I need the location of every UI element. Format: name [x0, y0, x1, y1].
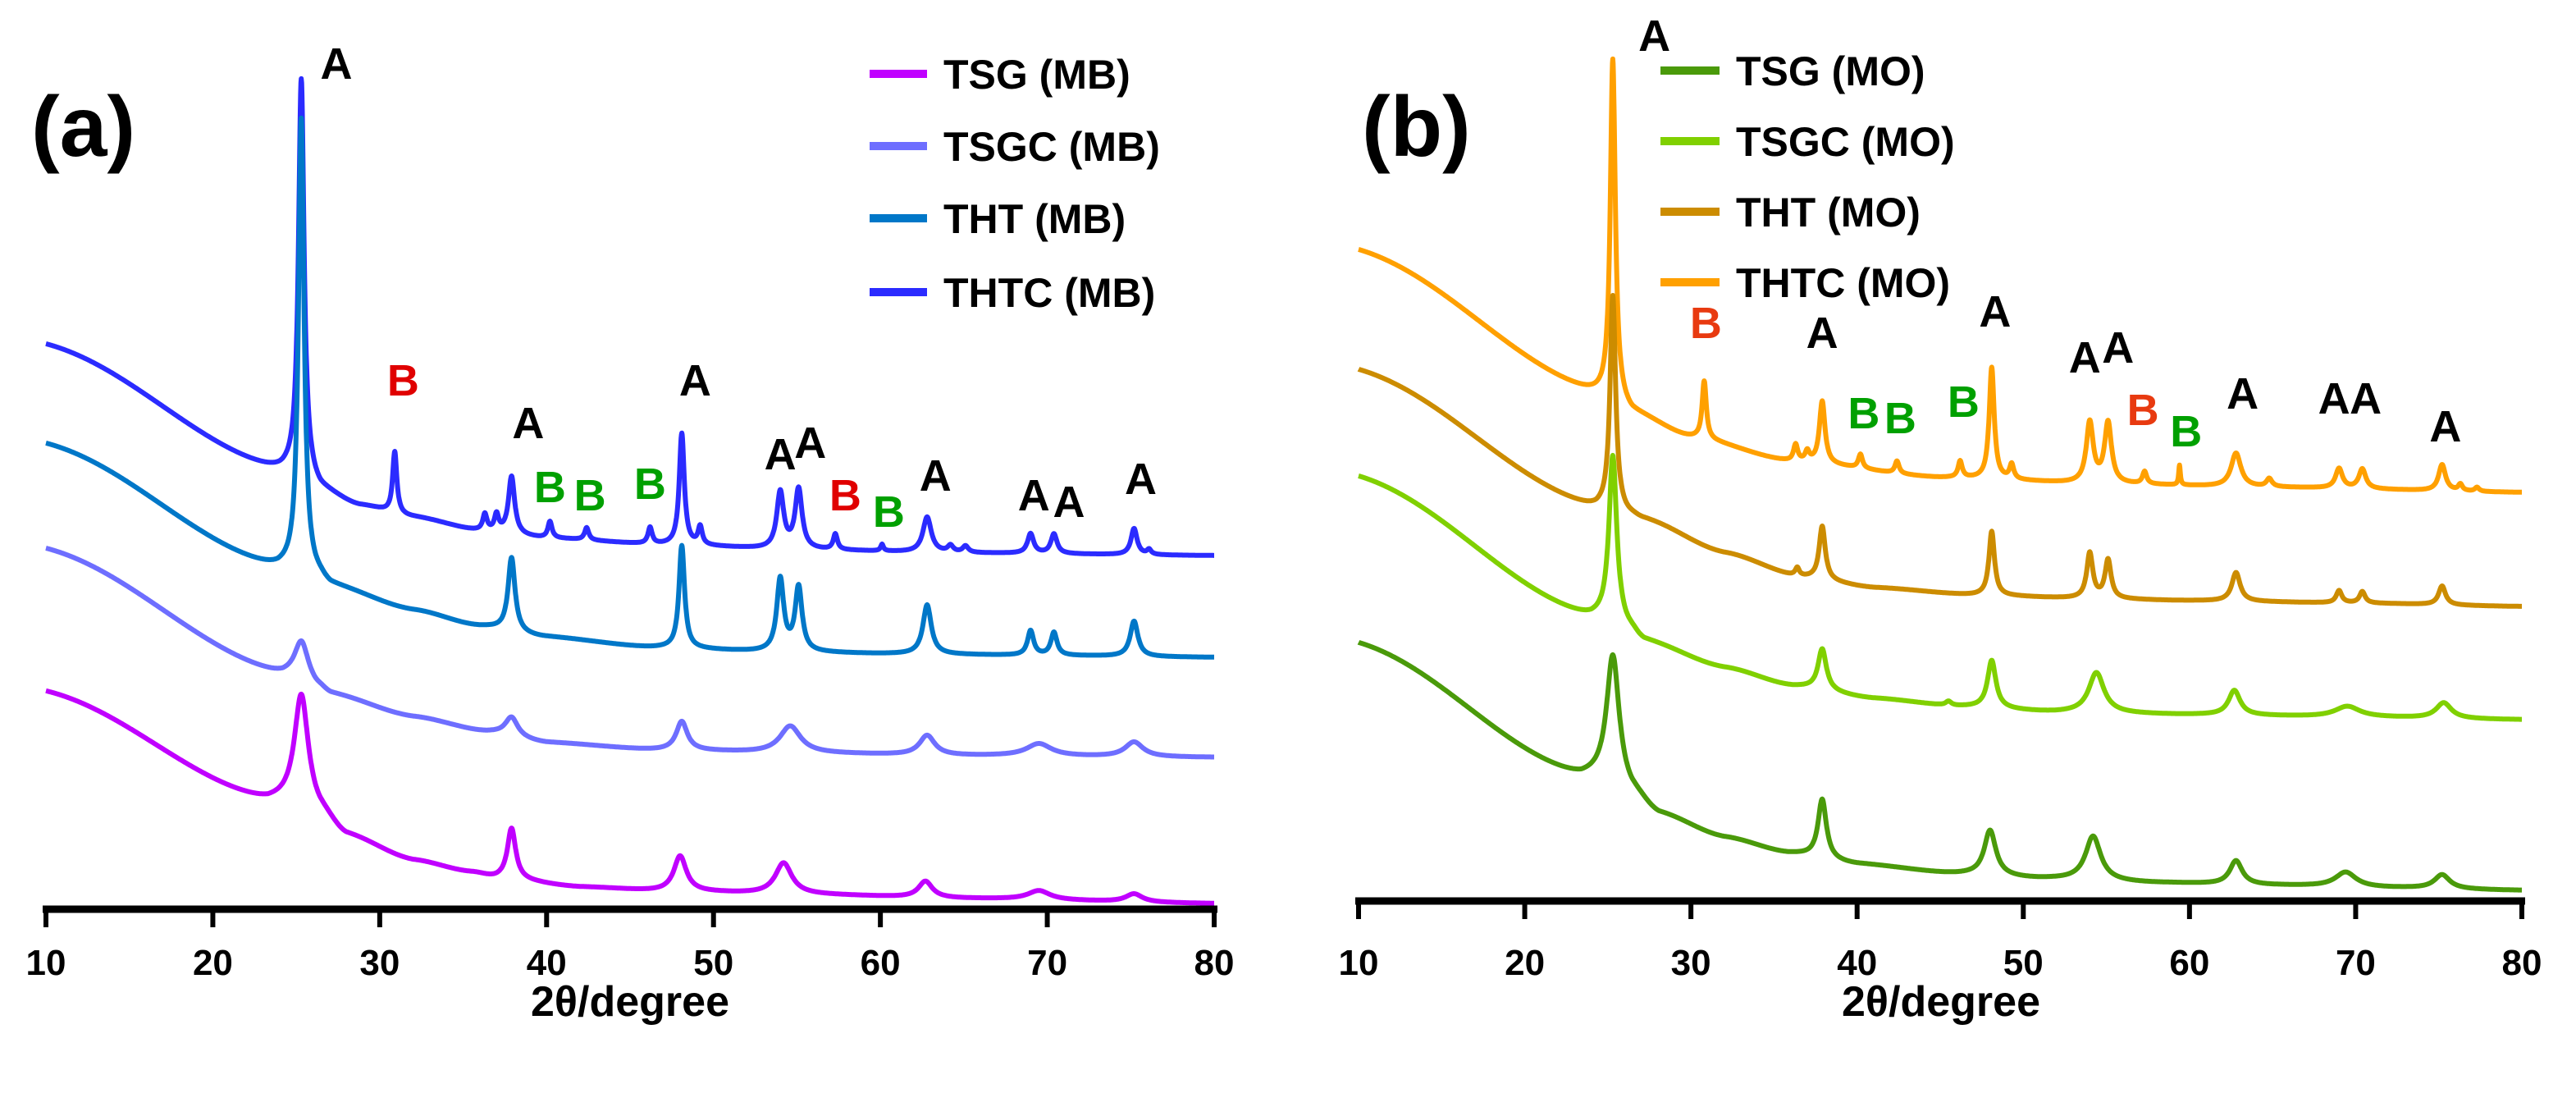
legend-label: TSG (MB)	[943, 52, 1130, 98]
series-line-tht-mb	[43, 115, 1217, 660]
peak-label-b: B	[574, 471, 606, 520]
legend-label: THT (MO)	[1736, 190, 1921, 236]
peak-label-a: A	[1979, 287, 2011, 336]
x-tick-label: 20	[1505, 943, 1545, 983]
peak-label-a: A	[2102, 323, 2134, 373]
peak-label-a: A	[679, 356, 711, 405]
x-tick-label: 50	[2003, 943, 2044, 983]
x-tick-label: 10	[26, 943, 66, 983]
series-line-thtc-mb	[43, 75, 1217, 558]
peak-label-a: A	[1806, 309, 1838, 358]
series-line-tsg-mo	[1356, 640, 2524, 893]
legend-item: THTC (MO)	[1660, 260, 1950, 306]
panel-b-x-axis-title: 2θ/degree	[1842, 978, 2040, 1026]
peak-label-a: A	[794, 418, 826, 468]
panel-label-b: (b)	[1362, 80, 1471, 175]
panel-a-curves	[43, 75, 1217, 906]
legend-item: TSG (MO)	[1660, 48, 1925, 94]
peak-label-b: B	[534, 463, 566, 512]
peak-label-a: A	[1018, 471, 1050, 520]
x-tick-label: 80	[1194, 943, 1235, 983]
peak-label-b: B	[1948, 377, 1980, 427]
panel-a-x-axis-title: 2θ/degree	[531, 978, 729, 1026]
x-tick-label: 20	[193, 943, 233, 983]
peak-label-b: B	[2170, 407, 2202, 456]
legend-label: TSGC (MO)	[1736, 119, 1955, 165]
series-line-tht-mo	[1356, 293, 2524, 609]
x-tick-label: 60	[2169, 943, 2209, 983]
x-tick-label: 70	[1027, 943, 1067, 983]
legend-item: THTC (MB)	[870, 270, 1155, 316]
peak-label-b: B	[1884, 394, 1916, 443]
peak-label-a: A	[1638, 11, 1670, 61]
panel-a-legend: TSG (MB) TSGC (MB) THT (MB) THTC (MB)	[870, 52, 1160, 316]
series-line-tsg-mb	[43, 688, 1217, 906]
x-tick-label: 80	[2502, 943, 2542, 983]
legend-item: THT (MB)	[870, 196, 1126, 242]
legend-label: THT (MB)	[943, 196, 1126, 242]
x-tick-label: 40	[527, 943, 567, 983]
x-tick-label: 30	[359, 943, 400, 983]
peak-label-a: A	[1125, 455, 1157, 504]
peak-label-b: B	[634, 460, 666, 509]
peak-label-a: A	[2069, 333, 2101, 382]
legend-label: TSG (MO)	[1736, 48, 1925, 94]
series-line-thtc-mo	[1356, 56, 2524, 495]
legend-label: THTC (MO)	[1736, 260, 1950, 306]
legend-label: THTC (MB)	[943, 270, 1155, 316]
peak-label-a: A	[512, 399, 544, 448]
panel-b: AB AB B BAA AB BA A AA 10 20 30 40 50 60 70 80 (b) 2θ/…	[1339, 11, 2542, 1026]
x-tick-label: 40	[1837, 943, 1877, 983]
peak-label-a: A	[1053, 478, 1085, 527]
peak-label-a: A	[2429, 402, 2461, 451]
x-tick-label: 30	[1671, 943, 1711, 983]
peak-label-b: B	[829, 471, 861, 520]
peak-label-a: A	[2350, 374, 2382, 423]
series-line-tsgc-mo	[1356, 452, 2524, 722]
peak-label-b: B	[1690, 299, 1722, 348]
peak-label-b: B	[387, 356, 419, 405]
peak-label-a: A	[2318, 374, 2350, 423]
peak-label-b: B	[873, 487, 905, 537]
peak-label-a: A	[2227, 369, 2259, 418]
x-tick-label: 70	[2336, 943, 2376, 983]
panel-b-x-axis: 10 20 30 40 50 60 70 80	[1339, 897, 2542, 983]
legend-item: TSGC (MO)	[1660, 119, 1955, 165]
panel-label-a: (a)	[31, 80, 135, 175]
x-tick-label: 10	[1339, 943, 1379, 983]
legend-item: TSG (MB)	[870, 52, 1130, 98]
panel-a-x-axis: 10 20 30 40 50 60 70 80	[26, 905, 1235, 983]
x-tick-label: 50	[693, 943, 733, 983]
legend-label: TSGC (MB)	[943, 124, 1160, 170]
panel-b-curves	[1356, 56, 2524, 893]
peak-label-b: B	[1848, 389, 1879, 438]
x-tick-label: 60	[861, 943, 901, 983]
peak-label-a: A	[920, 451, 952, 501]
legend-item: THT (MO)	[1660, 190, 1921, 236]
panel-b-peak-labels: AB AB B BAA AB BA A AA	[1638, 11, 2461, 456]
series-line-tsgc-mb	[43, 545, 1217, 760]
legend-item: TSGC (MB)	[870, 124, 1160, 170]
peak-label-a: A	[320, 39, 352, 89]
peak-label-a: A	[765, 430, 797, 479]
panel-b-legend: TSG (MO) TSGC (MO) THT (MO) THTC (MO)	[1660, 48, 1955, 306]
peak-label-b: B	[2127, 386, 2159, 435]
